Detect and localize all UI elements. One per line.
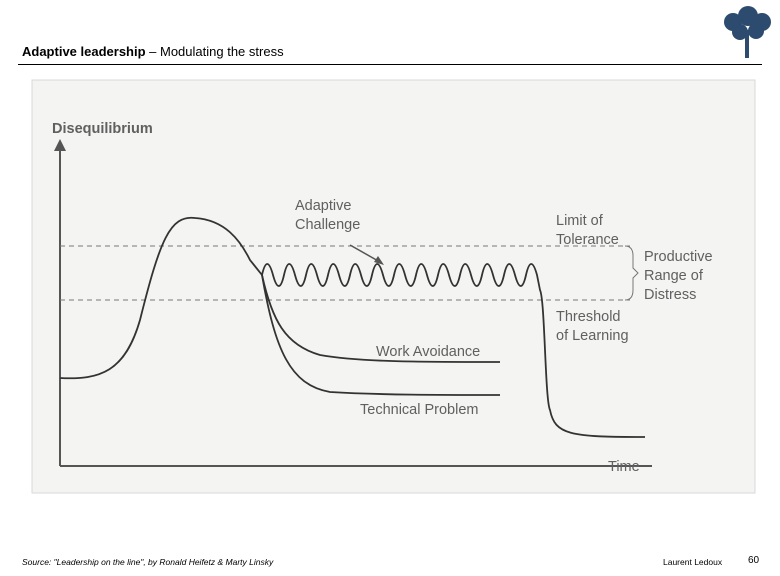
diagram-panel	[31, 79, 756, 494]
slide-title: Adaptive leadership – Modulating the str…	[22, 44, 284, 59]
label-line: Challenge	[295, 217, 360, 233]
challenge-arrow	[349, 244, 381, 263]
x-axis-label: Time	[608, 459, 640, 475]
title-rest: – Modulating the stress	[145, 44, 284, 59]
label-line: Range of	[644, 268, 704, 284]
label-line: Tolerance	[556, 232, 619, 248]
page-number: 60	[748, 555, 760, 566]
title-rule	[18, 64, 762, 65]
label-line: Productive	[644, 249, 713, 265]
label-line: Limit of	[556, 213, 604, 229]
work-avoidance-label: Work Avoidance	[376, 344, 480, 360]
axes	[59, 150, 652, 467]
range-brace	[624, 245, 639, 301]
source: Source: "Leadership on the line", by Ron…	[22, 557, 274, 567]
label-line: Adaptive	[295, 198, 351, 214]
author: Laurent Ledoux	[663, 557, 723, 567]
label-line: Distress	[644, 287, 696, 303]
curves	[59, 216, 646, 438]
dashed-lines	[60, 245, 630, 301]
label-line: Threshold	[556, 309, 620, 325]
y-axis-label: Disequilibrium	[52, 121, 153, 137]
challenge-arrowhead	[374, 256, 384, 265]
technical-problem-label: Technical Problem	[360, 402, 478, 418]
y-arrow	[54, 139, 66, 151]
logo	[724, 6, 771, 58]
title-bold: Adaptive leadership	[22, 44, 146, 59]
label-line: of Learning	[556, 328, 629, 344]
